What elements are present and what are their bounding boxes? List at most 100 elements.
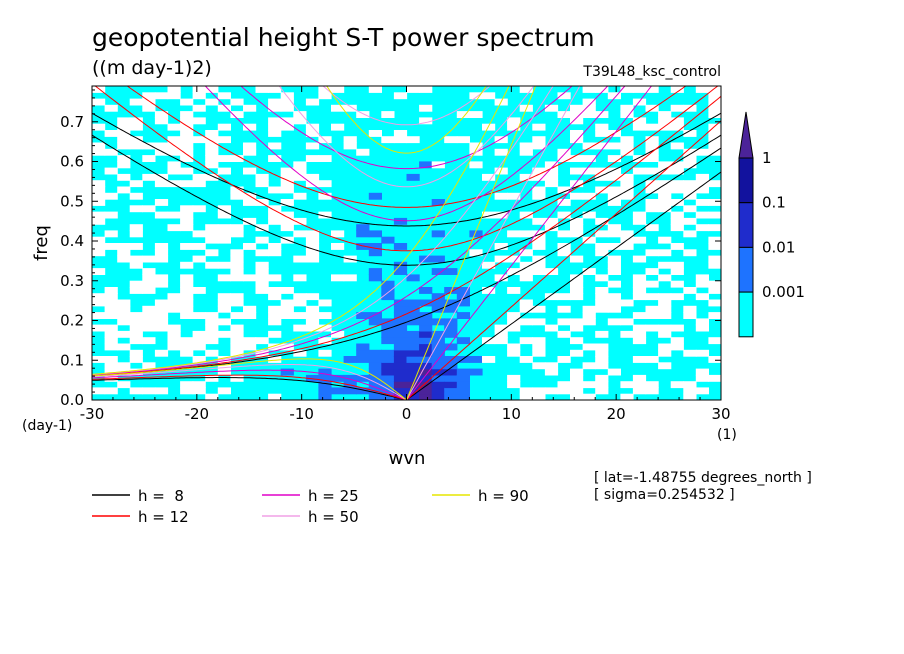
y-tick-label: 0.5 (60, 192, 84, 210)
spectrum-cell (393, 362, 408, 370)
spectrum-cell (92, 243, 106, 250)
y-tick-label: 0.0 (60, 391, 84, 409)
spectrum-cell (205, 98, 219, 106)
x-axis-ticks: -30 -20 -10 0 10 20 30 (80, 86, 731, 423)
spectrum-cell (708, 142, 721, 150)
spectrum-cell (595, 330, 609, 338)
spectrum-cell (217, 236, 231, 244)
spectrum-cell (645, 324, 659, 332)
spectrum-cell (368, 268, 382, 275)
spectrum-cell (683, 104, 697, 112)
spectrum-cell (557, 381, 571, 389)
spectrum-cell (117, 343, 131, 351)
spectrum-cell (456, 312, 470, 319)
spectrum-cell (532, 243, 546, 250)
spectrum-cell (180, 381, 194, 389)
spectrum-cell (243, 305, 257, 313)
spectrum-cell (356, 111, 370, 118)
spectrum-cell (180, 337, 194, 345)
spectrum-cell (217, 293, 231, 301)
spectrum-cell (595, 86, 609, 93)
spectrum-cell (419, 330, 433, 338)
spectrum-cell (180, 98, 194, 106)
spectrum-cell (381, 324, 395, 332)
spectrum-cell (570, 349, 584, 357)
spectrum-cell (356, 243, 370, 250)
spectrum-cell (205, 393, 219, 400)
spectrum-cell (381, 330, 395, 338)
spectrum-cell (582, 111, 596, 118)
spectrum-cell (683, 186, 697, 194)
y-tick-label: 0.1 (60, 351, 84, 369)
spectrum-cell (620, 111, 634, 118)
spectrum-cell (293, 230, 307, 238)
spectrum-cell (192, 287, 206, 294)
spectrum-cell (444, 387, 458, 395)
spectrum-cell (154, 324, 169, 332)
spectrum-cell (557, 387, 571, 395)
spectrum-cell (280, 343, 294, 351)
spectrum-cell (582, 86, 596, 93)
spectrum-cell (708, 92, 721, 100)
spectrum-cell (406, 173, 420, 181)
spectrum-cell (607, 230, 621, 238)
spectrum-cell (595, 142, 609, 150)
spectrum-cell (331, 104, 345, 112)
spectrum-cell (444, 305, 458, 313)
dispersion-curve-ig2-h50 (322, 86, 491, 126)
spectrum-cell (695, 211, 709, 219)
spectrum-cell (393, 217, 408, 225)
spectrum-cell (180, 123, 194, 131)
spectrum-cell (532, 192, 546, 200)
spectrum-cell (632, 312, 647, 319)
dispersion-curves (92, 86, 721, 400)
spectrum-cell (356, 356, 370, 363)
spectrum-cell (217, 123, 231, 131)
spectrum-cell (129, 312, 143, 319)
spectrum-cell (695, 324, 709, 332)
spectrum-cell (381, 374, 395, 382)
spectrum-cell (419, 387, 433, 395)
spectrum-cell (632, 280, 647, 288)
spectrum-cell (192, 136, 206, 144)
spectrum-cell (570, 117, 584, 125)
spectrum-cell (129, 280, 143, 288)
spectrum-cell (255, 236, 269, 244)
spectrum-cell (456, 337, 470, 345)
spectrum-cell (444, 393, 458, 400)
spectrum-cell (582, 305, 596, 313)
spectrum-cell (192, 173, 206, 181)
spectrum-cell (544, 368, 559, 376)
spectrum-cell (255, 86, 269, 93)
spectrum-cell (658, 299, 672, 307)
spectrum-cell (557, 155, 571, 162)
spectrum-cell (356, 148, 370, 156)
spectrum-cell (683, 349, 697, 357)
spectrum-cell (205, 130, 219, 137)
spectrum-cell (620, 142, 634, 150)
spectrum-cell (570, 217, 584, 225)
spectrum-cell (393, 356, 408, 363)
spectrum-cell (154, 312, 169, 319)
spectrum-cell (620, 243, 634, 250)
spectrum-cell (582, 211, 596, 219)
spectrum-cell (343, 374, 357, 382)
spectrum-cell (280, 217, 294, 225)
spectrum-cell (570, 192, 584, 200)
spectrum-cell (645, 142, 659, 150)
spectrum-cell (180, 111, 194, 118)
spectrum-cell (570, 381, 584, 389)
spectrum-cell (557, 249, 571, 257)
spectrum-cell (331, 86, 345, 93)
spectrum-cell (180, 155, 194, 162)
spectrum-cell (708, 356, 721, 363)
spectrum-cell (683, 381, 697, 389)
spectrum-cell (582, 104, 596, 112)
spectrum-cell (519, 261, 533, 269)
spectrum-cell (507, 381, 521, 389)
spectrum-cell (570, 230, 584, 238)
spectrum-cell (532, 362, 546, 370)
spectrum-cell (645, 205, 659, 213)
spectrum-cell (431, 343, 445, 351)
spectrum-cell (620, 393, 634, 400)
